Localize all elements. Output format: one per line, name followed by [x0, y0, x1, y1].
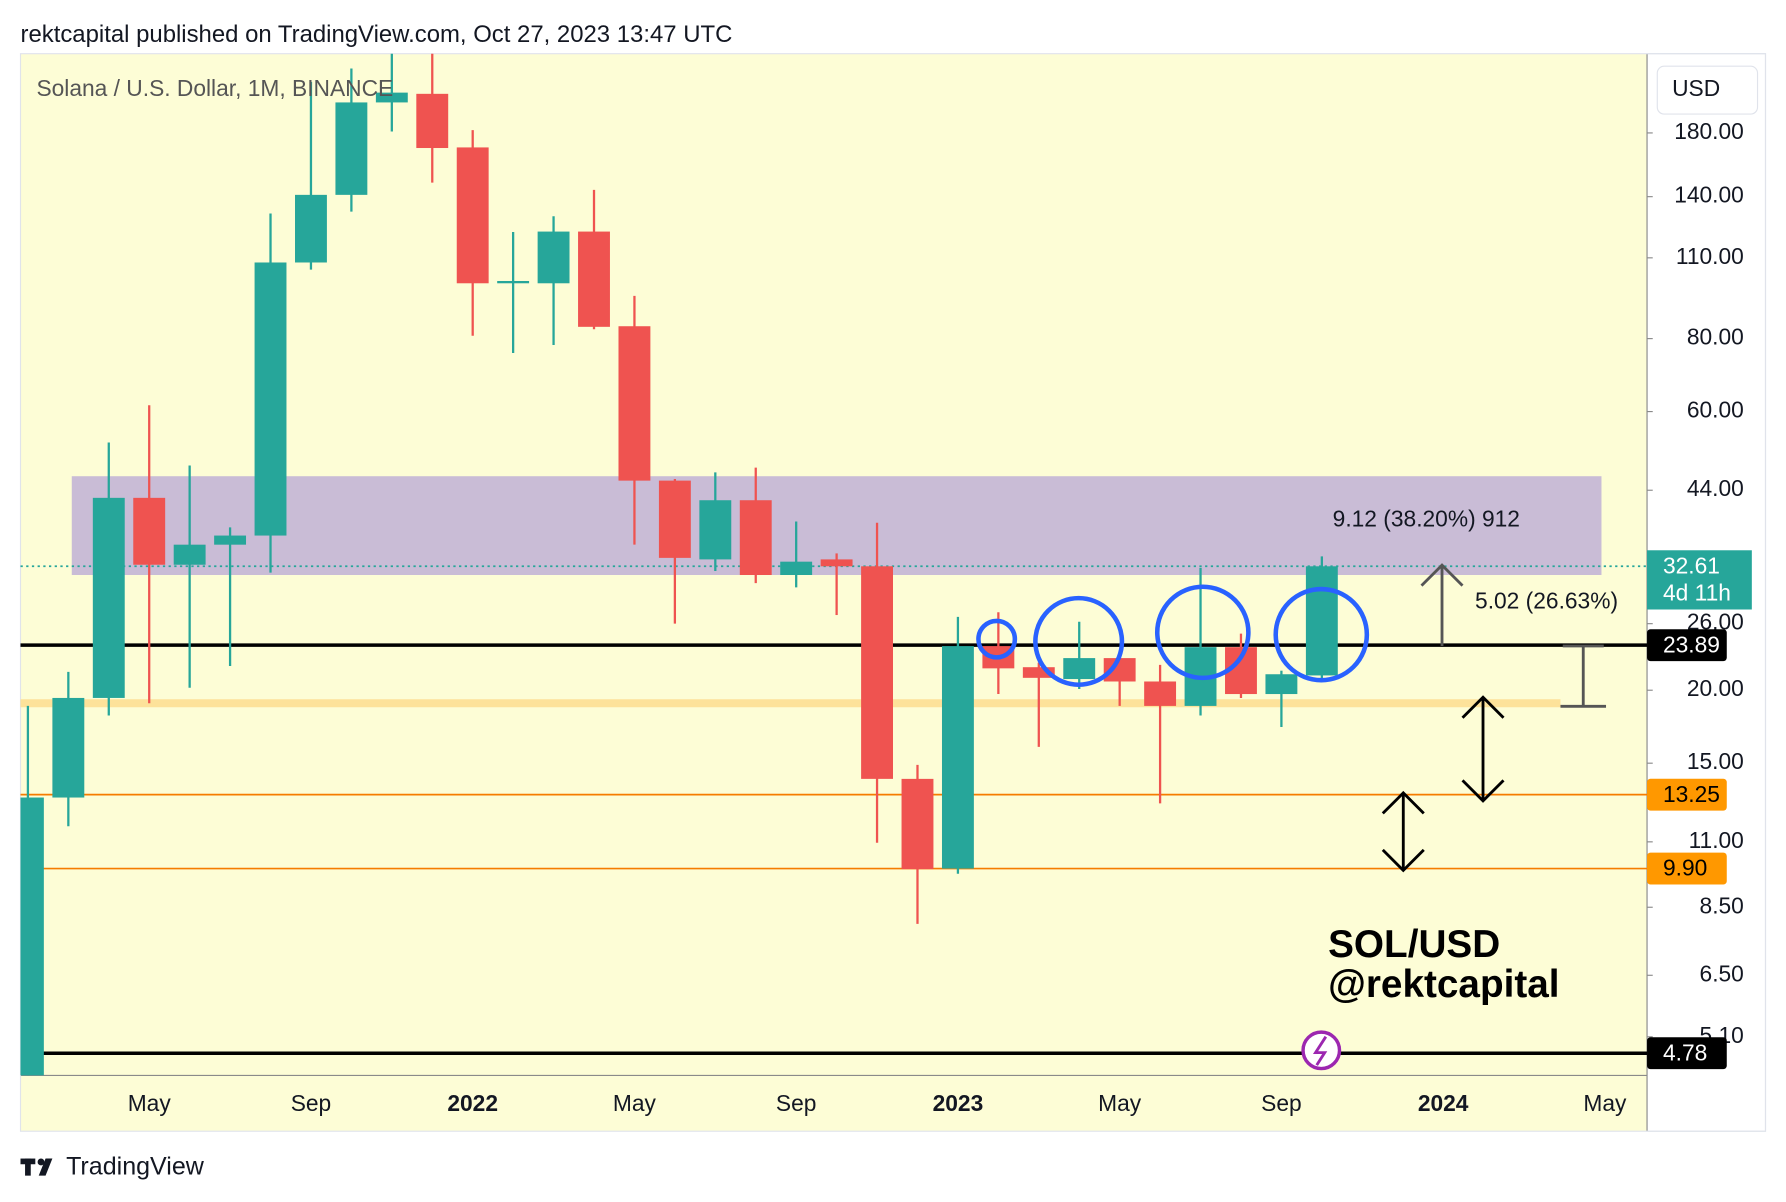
level-badge: [1647, 778, 1727, 811]
y-tick-label: 60.00: [1687, 397, 1744, 423]
candle-body: [173, 544, 206, 565]
highlight-circle: [1154, 584, 1251, 681]
y-tick-label: 6.50: [1700, 960, 1744, 986]
y-tick-label: 140.00: [1674, 182, 1744, 208]
x-tick-label: May: [128, 1090, 172, 1116]
candle-body: [1022, 667, 1055, 678]
candle-body: [861, 566, 893, 779]
candle-body: [699, 500, 732, 560]
highlight-circle: [976, 618, 1018, 660]
highlight-circle: [1033, 595, 1125, 687]
candle-body: [92, 497, 125, 698]
header: rektcapital published on TradingView.com…: [21, 21, 733, 48]
x-tick-label: Sep: [776, 1090, 817, 1116]
highlight-circle: [1273, 586, 1370, 683]
y-tick-label: 80.00: [1687, 324, 1744, 350]
frame: [19, 53, 1767, 1132]
currency[interactable]: USD: [1672, 75, 1720, 101]
overlay: Solana / U.S. Dollar, 1M, BINANCE USD 9.…: [36, 65, 1759, 1071]
candle-body: [335, 102, 368, 195]
level-label: 13.25: [1663, 781, 1720, 807]
candle-body: [739, 500, 772, 576]
candle-body: [20, 797, 44, 1076]
candle-body: [214, 535, 247, 545]
last-price-badge: [1647, 550, 1752, 610]
candle-body: [1063, 658, 1096, 680]
last-price-label: 32.61: [1663, 552, 1720, 578]
x-tick-label: 2022: [447, 1090, 498, 1116]
y-tick-label: 44.00: [1687, 475, 1744, 501]
measure-up: [1420, 563, 1464, 646]
logo: [20, 1158, 53, 1176]
annotation: 5.02 (26.63%): [1475, 588, 1618, 614]
currency-button[interactable]: [1656, 65, 1759, 115]
y-tick-label: 8.50: [1700, 892, 1744, 918]
measure-bracket: [1560, 644, 1607, 708]
x-tick-label: 2024: [1418, 1090, 1469, 1116]
candle-body: [133, 497, 166, 565]
candle-body: [416, 93, 449, 149]
candle-body: [1103, 658, 1136, 682]
symbol-title: Solana / U.S. Dollar, 1M, BINANCE: [36, 75, 393, 101]
annotation: SOL/USD: [1328, 923, 1500, 966]
candle-body: [1305, 566, 1338, 676]
candle-body: [780, 561, 813, 576]
double-arrow: [1381, 790, 1425, 873]
y-tick-label: 20.00: [1687, 675, 1744, 701]
candle-body: [375, 92, 408, 103]
candle-body: [1144, 681, 1177, 706]
candle-body: [820, 559, 853, 567]
candle-body: [901, 778, 934, 870]
candle-body: [578, 231, 610, 327]
candle-body: [537, 231, 570, 284]
level-badge: [1647, 852, 1727, 885]
candle-body: [295, 194, 327, 263]
candle-body: [658, 480, 691, 558]
y-tick-label: 180.00: [1674, 118, 1744, 144]
candle-body: [497, 280, 530, 284]
level-label: 4.78: [1663, 1039, 1707, 1065]
candle-body: [618, 326, 651, 481]
double-arrow: [1461, 695, 1505, 803]
level-badge: [1647, 1037, 1727, 1070]
candle-body: [254, 262, 287, 536]
level-label: 23.89: [1663, 631, 1720, 657]
x-tick-label: Sep: [291, 1090, 332, 1116]
annotation: @rektcapital: [1328, 963, 1559, 1006]
x-tick-label: May: [1583, 1090, 1627, 1116]
plot-area: [20, 53, 1648, 1132]
x-tick-label: 2023: [933, 1090, 984, 1116]
y-tick-label: 110.00: [1676, 243, 1744, 269]
annotation: 9.12 (38.20%) 912: [1333, 506, 1520, 532]
x-tick-label: Sep: [1261, 1090, 1302, 1116]
event-icon[interactable]: [1301, 1030, 1342, 1071]
candle-body: [456, 147, 489, 284]
candle-body: [1265, 674, 1298, 695]
level-label: 9.90: [1663, 855, 1707, 881]
y-tick-label: 11.00: [1689, 827, 1744, 853]
level-badge: [1647, 629, 1727, 662]
x-tick-label: May: [1098, 1090, 1142, 1116]
candle-body: [52, 697, 85, 798]
countdown: 4d 11h: [1663, 580, 1731, 606]
footer: TradingView: [66, 1152, 205, 1180]
candle-body: [941, 646, 974, 869]
y-tick-label: 15.00: [1687, 748, 1744, 774]
x-tick-label: May: [613, 1090, 657, 1116]
